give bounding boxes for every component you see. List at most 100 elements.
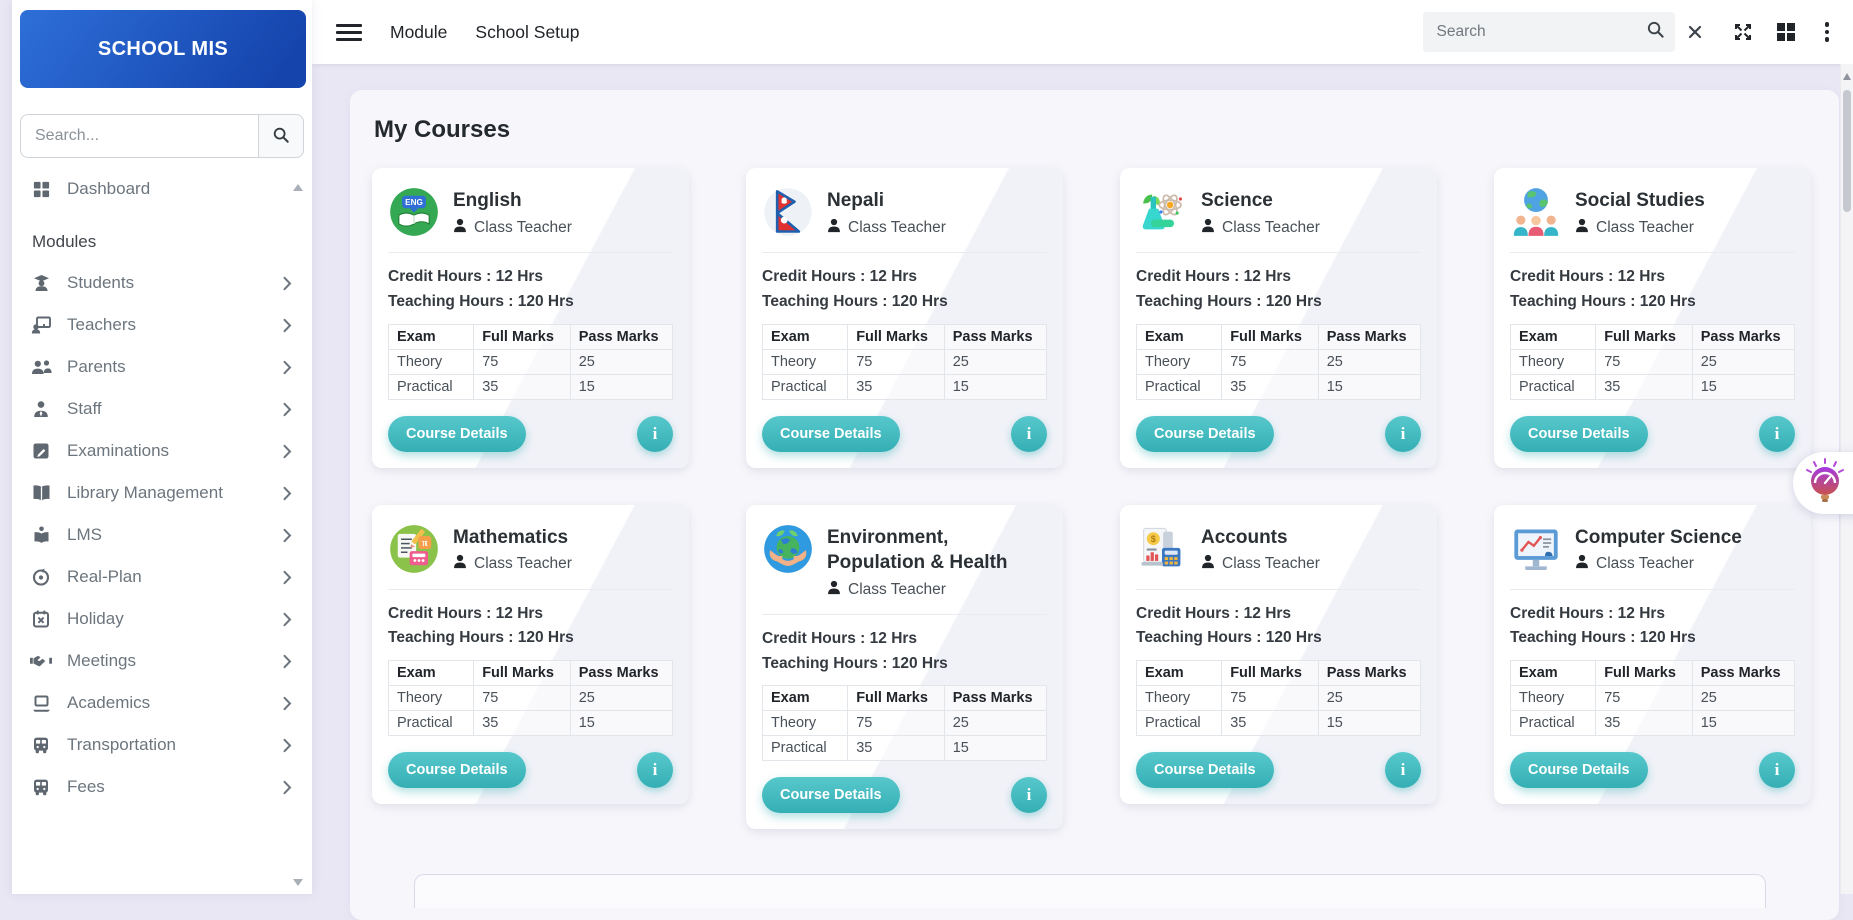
info-button[interactable]: i xyxy=(1759,752,1795,789)
chevron-right-icon xyxy=(283,612,292,627)
sidebar-item-meetings[interactable]: Meetings xyxy=(12,640,312,682)
exam-table-cell: 25 xyxy=(943,710,1048,737)
chevron-right-icon xyxy=(283,570,292,585)
topbar-link-module[interactable]: Module xyxy=(390,21,448,42)
class-teacher-line: Class Teacher xyxy=(827,580,1047,600)
person-icon xyxy=(453,218,467,238)
search-icon[interactable] xyxy=(1646,20,1665,44)
chevron-right-icon xyxy=(283,486,292,501)
svg-text:$: $ xyxy=(1151,534,1156,544)
accounts-course-icon: $ xyxy=(1136,523,1188,575)
teaching-hours: Teaching Hours : 120 Hrs xyxy=(388,629,574,647)
topbar-link-school-setup[interactable]: School Setup xyxy=(475,21,580,42)
info-button[interactable]: i xyxy=(637,415,673,452)
sidebar-item-lms[interactable]: LMS xyxy=(12,514,312,556)
staff-icon xyxy=(30,399,52,419)
exam-table-row: Theory 75 25 xyxy=(387,685,674,712)
exam-table-cell: Theory xyxy=(761,710,849,737)
close-icon[interactable] xyxy=(1683,20,1707,44)
course-details-button[interactable]: Course Details xyxy=(1510,415,1648,452)
teaching-hours: Teaching Hours : 120 Hrs xyxy=(762,654,948,672)
fullscreen-icon[interactable] xyxy=(1729,18,1757,46)
sidebar-item-students[interactable]: Students xyxy=(12,262,312,304)
sidebar-item-library-management[interactable]: Library Management xyxy=(12,472,312,514)
sidebar-item-parents[interactable]: Parents xyxy=(12,346,312,388)
exam-table-cell: Practical xyxy=(387,373,475,400)
sidebar-item-label: Academics xyxy=(67,693,151,712)
exam-table-header: Full Marks xyxy=(1221,323,1319,350)
course-details-button[interactable]: Course Details xyxy=(1136,415,1274,452)
kebab-menu-icon[interactable] xyxy=(1815,16,1840,48)
exam-table-cell: 35 xyxy=(1595,710,1693,737)
exam-table-cell: 75 xyxy=(473,685,571,712)
divider xyxy=(1136,588,1421,590)
sidebar-search-button[interactable] xyxy=(258,114,304,158)
scroll-up-arrow[interactable] xyxy=(1843,73,1851,80)
person-icon xyxy=(1575,554,1589,574)
exam-table-cell: Theory xyxy=(761,348,849,375)
exam-table-cell: Practical xyxy=(1135,373,1223,400)
feedback-widget[interactable] xyxy=(1793,452,1853,514)
computer-science-course-icon xyxy=(1510,523,1562,575)
grid-view-icon[interactable] xyxy=(1773,19,1799,45)
info-button[interactable]: i xyxy=(1385,752,1421,789)
exam-table-header: Full Marks xyxy=(473,323,571,350)
class-teacher-line: Class Teacher xyxy=(1575,554,1742,574)
exam-table-cell: 25 xyxy=(1691,685,1796,712)
topbar-search-input[interactable] xyxy=(1436,23,1646,41)
exam-marks-table: Exam Full Marks Pass Marks Theory 75 25 Pract… xyxy=(1135,660,1422,737)
exam-table-cell: Practical xyxy=(387,710,475,737)
sidebar-scroll-down-arrow[interactable] xyxy=(293,879,303,886)
sidebar-item-dashboard[interactable]: Dashboard xyxy=(12,168,312,210)
search-icon xyxy=(272,126,290,147)
exam-table-header: Pass Marks xyxy=(1691,323,1796,350)
exam-marks-table: Exam Full Marks Pass Marks Theory 75 25 Pract… xyxy=(387,660,674,737)
hamburger-menu-icon[interactable] xyxy=(336,23,362,41)
sidebar-search-input[interactable] xyxy=(20,114,258,158)
sidebar-scroll-up-arrow[interactable] xyxy=(293,184,303,191)
exam-table-cell: 35 xyxy=(847,735,945,762)
exam-table-cell: 35 xyxy=(473,373,571,400)
sidebar-item-academics[interactable]: Academics xyxy=(12,682,312,724)
exam-table-cell: 15 xyxy=(1317,710,1422,737)
course-details-button[interactable]: Course Details xyxy=(1136,752,1274,789)
info-button[interactable]: i xyxy=(1011,777,1047,814)
transportation-icon xyxy=(30,735,52,755)
sidebar-search xyxy=(20,114,304,158)
exam-table-cell: 15 xyxy=(1691,373,1796,400)
info-button[interactable]: i xyxy=(1759,415,1795,452)
credit-hours: Credit Hours : 12 Hrs xyxy=(1510,268,1666,285)
app-logo[interactable]: SCHOOL MIS xyxy=(20,10,306,88)
exam-table-header: Exam xyxy=(1135,660,1223,687)
course-details-button[interactable]: Course Details xyxy=(1510,752,1648,789)
idea-gauge-icon xyxy=(1802,456,1848,511)
sidebar-item-fees[interactable]: Fees xyxy=(12,766,312,808)
chevron-right-icon xyxy=(283,276,292,291)
divider xyxy=(762,252,1047,253)
sidebar-item-label: Transportation xyxy=(67,735,176,754)
scrollbar-thumb[interactable] xyxy=(1843,90,1851,212)
sidebar-item-staff[interactable]: Staff xyxy=(12,388,312,430)
class-teacher-label: Class Teacher xyxy=(848,580,946,598)
info-button[interactable]: i xyxy=(637,752,673,789)
sidebar-item-holiday[interactable]: Holiday xyxy=(12,598,312,640)
course-details-button[interactable]: Course Details xyxy=(388,752,526,789)
sidebar-item-teachers[interactable]: Teachers xyxy=(12,304,312,346)
exam-table-cell: 25 xyxy=(569,348,674,375)
course-details-button[interactable]: Course Details xyxy=(388,415,526,452)
exam-marks-table: Exam Full Marks Pass Marks Theory 75 25 Pract… xyxy=(1509,323,1796,400)
fees-icon xyxy=(30,777,52,797)
course-details-button[interactable]: Course Details xyxy=(762,777,900,814)
sidebar-item-label: Real-Plan xyxy=(67,567,142,586)
sidebar-item-examinations[interactable]: Examinations xyxy=(12,430,312,472)
sidebar-item-transportation[interactable]: Transportation xyxy=(12,724,312,766)
sidebar-item-real-plan[interactable]: Real-Plan xyxy=(12,556,312,598)
info-button[interactable]: i xyxy=(1385,415,1421,452)
exam-table-cell: 35 xyxy=(847,373,945,400)
class-teacher-label: Class Teacher xyxy=(848,218,946,236)
class-teacher-label: Class Teacher xyxy=(1596,218,1694,236)
course-details-button[interactable]: Course Details xyxy=(762,415,900,452)
exam-marks-table: Exam Full Marks Pass Marks Theory 75 25 Pract… xyxy=(1135,323,1422,400)
info-button[interactable]: i xyxy=(1011,415,1047,452)
exam-table-cell: 75 xyxy=(473,348,571,375)
